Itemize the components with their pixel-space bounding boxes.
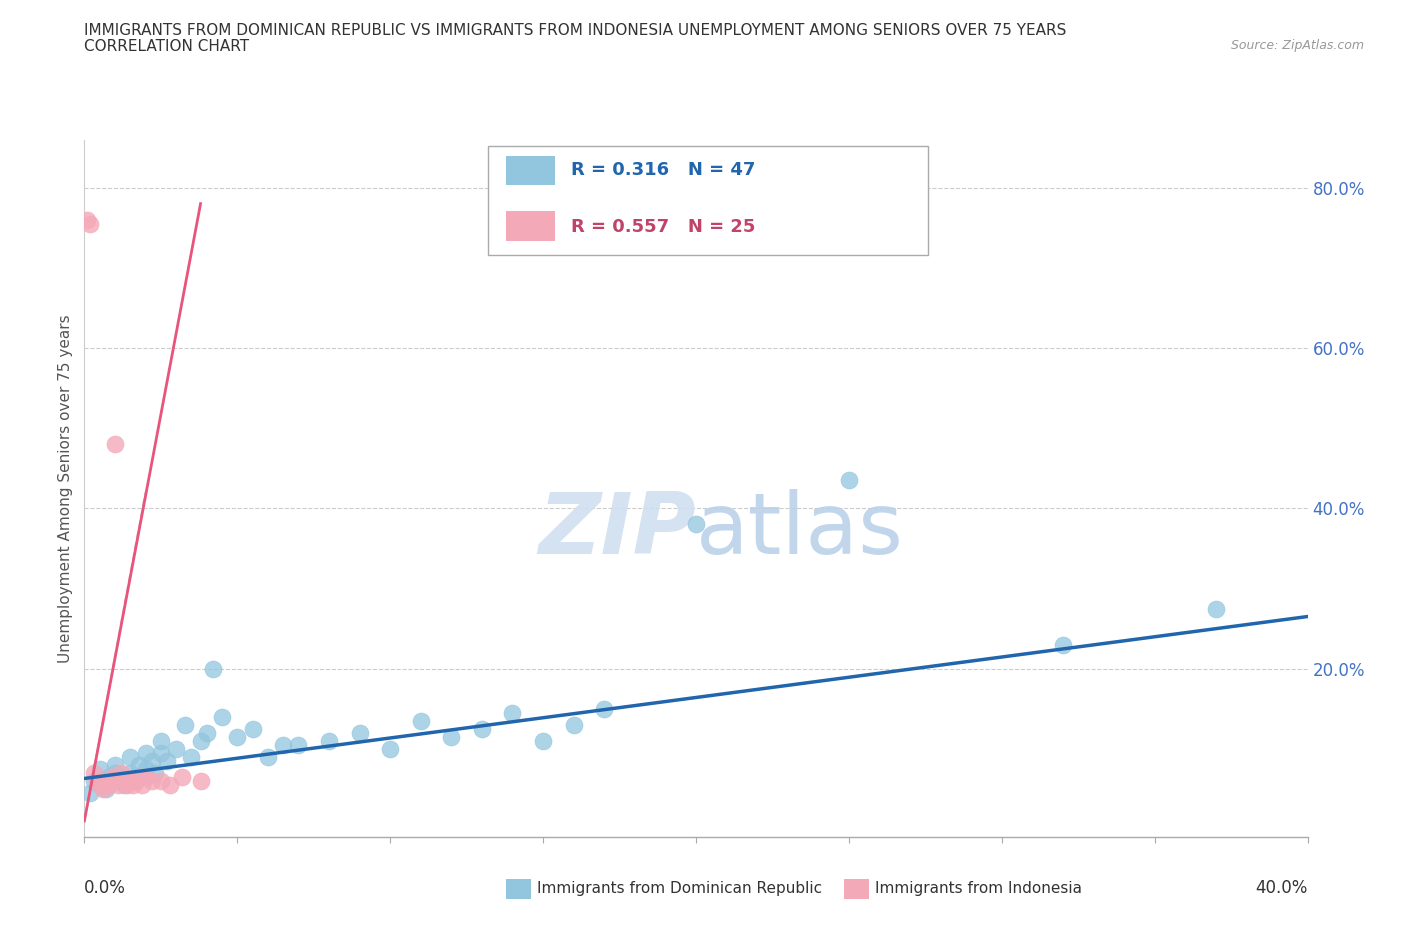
Point [131,777,153,792]
Point [201,661,224,676]
Point [104,437,127,452]
Point [97,769,120,784]
Point [562,717,585,732]
Point [104,757,127,772]
Point [128,769,150,784]
Point [440,729,463,744]
Point [409,713,432,728]
Text: Source: ZipAtlas.com: Source: ZipAtlas.com [1230,39,1364,52]
Point [120,774,142,789]
Point [135,769,157,784]
Point [135,762,157,777]
Text: CORRELATION CHART: CORRELATION CHART [84,39,249,54]
Point [226,729,249,744]
Point [125,774,148,789]
Point [242,722,264,737]
Point [107,777,129,792]
Point [685,517,707,532]
Point [190,734,212,749]
Point [125,769,148,784]
Point [257,750,280,764]
Point [143,765,166,780]
Text: ZIP: ZIP [538,488,696,572]
Point [104,765,127,780]
Text: Immigrants from Dominican Republic: Immigrants from Dominican Republic [537,881,823,896]
Point [83,774,105,789]
Point [97,777,120,792]
Point [122,777,145,792]
Point [83,765,105,780]
Point [174,717,197,732]
Point [471,722,494,737]
Point [502,705,524,720]
Point [318,734,340,749]
Point [1205,601,1227,616]
Text: atlas: atlas [696,488,904,572]
Point [271,737,294,752]
Point [91,781,114,796]
Point [180,750,202,764]
Text: 40.0%: 40.0% [1256,879,1308,897]
Point [115,777,138,792]
Point [287,737,309,752]
Point [211,710,233,724]
Point [838,472,860,487]
Text: Immigrants from Indonesia: Immigrants from Indonesia [875,881,1081,896]
Point [79,786,101,801]
Point [349,725,371,740]
Point [149,745,172,760]
Text: IMMIGRANTS FROM DOMINICAN REPUBLIC VS IMMIGRANTS FROM INDONESIA UNEMPLOYMENT AMO: IMMIGRANTS FROM DOMINICAN REPUBLIC VS IM… [84,23,1067,38]
Point [531,734,554,749]
Point [76,212,98,227]
Point [89,777,111,792]
Point [141,753,163,768]
Point [94,774,117,789]
Point [149,774,172,789]
Point [128,757,150,772]
Point [380,741,402,756]
Point [135,745,157,760]
Point [172,769,194,784]
Point [112,774,135,789]
Point [159,777,181,792]
Point [89,762,111,777]
Point [120,750,142,764]
Point [165,741,187,756]
Point [195,725,218,740]
Y-axis label: Unemployment Among Seniors over 75 years: Unemployment Among Seniors over 75 years [58,314,73,662]
Point [89,777,111,792]
Point [110,765,132,780]
Point [156,753,179,768]
Point [120,765,142,780]
Point [79,217,101,232]
FancyBboxPatch shape [506,211,555,241]
Point [1052,637,1074,652]
Point [593,701,616,716]
Text: 0.0%: 0.0% [84,879,127,897]
Point [94,781,117,796]
FancyBboxPatch shape [506,155,555,185]
Point [112,777,135,792]
Point [86,774,108,789]
Point [141,774,163,789]
Text: R = 0.316   N = 47: R = 0.316 N = 47 [571,161,755,179]
Point [101,769,124,784]
Point [149,734,172,749]
Point [190,774,212,789]
Text: R = 0.557   N = 25: R = 0.557 N = 25 [571,218,755,235]
Point [110,774,132,789]
FancyBboxPatch shape [488,147,928,255]
